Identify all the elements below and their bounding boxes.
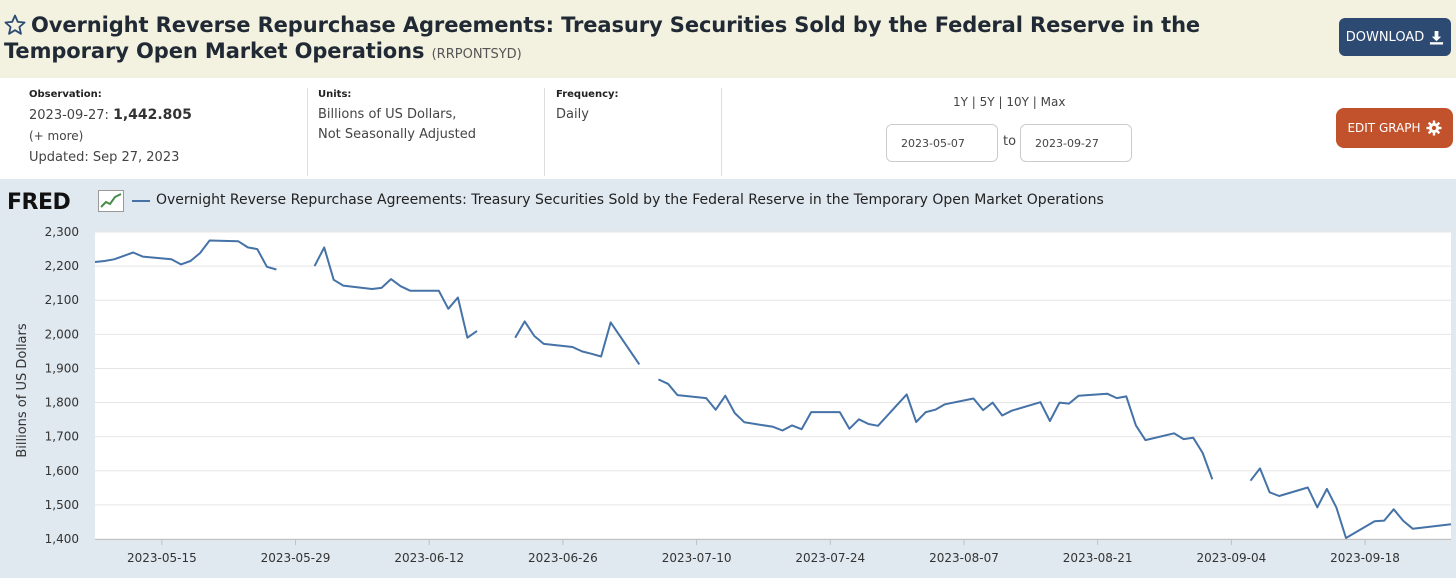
observation-value: 1,442.805 bbox=[113, 107, 192, 123]
x-tick-label: 2023-07-24 bbox=[795, 551, 865, 565]
y-tick-label: 2,100 bbox=[45, 293, 79, 307]
y-tick-label: 1,700 bbox=[45, 430, 79, 444]
separator: | bbox=[998, 95, 1003, 109]
download-button[interactable]: DOWNLOAD bbox=[1339, 18, 1451, 56]
x-tick-label: 2023-08-07 bbox=[929, 551, 999, 565]
legend-label: Overnight Reverse Repurchase Agreements:… bbox=[156, 192, 1104, 208]
y-tick-label: 2,000 bbox=[45, 327, 79, 341]
title-bar bbox=[0, 0, 1456, 78]
y-tick-label: 1,500 bbox=[45, 498, 79, 512]
frequency-label: Frequency: bbox=[556, 89, 619, 100]
units-line1: Billions of US Dollars, bbox=[318, 107, 457, 122]
y-tick-label: 1,800 bbox=[45, 396, 79, 410]
y-tick-label: 1,600 bbox=[45, 464, 79, 478]
range-1y-link[interactable]: 1Y bbox=[953, 95, 968, 109]
x-tick-label: 2023-09-18 bbox=[1330, 551, 1400, 565]
download-icon bbox=[1430, 30, 1444, 45]
to-label: to bbox=[1003, 134, 1017, 149]
x-tick-label: 2023-06-12 bbox=[394, 551, 464, 565]
observation-label: Observation: bbox=[29, 89, 102, 100]
x-tick-label: 2023-07-10 bbox=[662, 551, 732, 565]
series-line bbox=[1249, 467, 1452, 539]
separator: | bbox=[971, 95, 976, 109]
x-tick-label: 2023-09-04 bbox=[1196, 551, 1266, 565]
series-title: Overnight Reverse Repurchase Agreements:… bbox=[4, 13, 1201, 63]
series-line bbox=[657, 378, 1214, 480]
units-block: Units: Billions of US Dollars, Not Seaso… bbox=[318, 88, 476, 145]
download-label: DOWNLOAD bbox=[1345, 29, 1425, 45]
updated-date: Updated: Sep 27, 2023 bbox=[29, 150, 180, 165]
series-line bbox=[313, 246, 478, 339]
range-10y-link[interactable]: 10Y bbox=[1006, 95, 1029, 109]
series-line bbox=[94, 239, 277, 271]
start-date-input[interactable] bbox=[886, 124, 998, 162]
divider bbox=[721, 88, 722, 176]
divider bbox=[307, 88, 308, 176]
y-axis-label: Billions of US Dollars bbox=[15, 323, 30, 458]
x-tick-label: 2023-05-29 bbox=[261, 551, 331, 565]
trend-icon bbox=[98, 190, 124, 212]
legend-swatch bbox=[132, 200, 150, 202]
more-link[interactable]: (+ more) bbox=[29, 129, 84, 143]
series-line bbox=[514, 320, 641, 365]
observation-date: 2023-09-27: bbox=[29, 108, 109, 123]
x-tick-label: 2023-08-21 bbox=[1063, 551, 1133, 565]
page-title: Overnight Reverse Repurchase Agreements:… bbox=[4, 12, 1324, 68]
gear-icon bbox=[1426, 120, 1442, 136]
y-tick-label: 2,200 bbox=[45, 259, 79, 273]
edit-graph-label: EDIT GRAPH bbox=[1347, 121, 1421, 135]
x-tick-label: 2023-05-15 bbox=[127, 551, 197, 565]
plot-area bbox=[95, 232, 1451, 539]
units-line2: Not Seasonally Adjusted bbox=[318, 127, 476, 142]
separator: | bbox=[1032, 95, 1037, 109]
x-tick-label: 2023-06-26 bbox=[528, 551, 598, 565]
frequency-block: Frequency: Daily bbox=[556, 88, 619, 125]
divider bbox=[544, 88, 545, 176]
series-id: (RRPONTSYD) bbox=[431, 47, 522, 62]
end-date-input[interactable] bbox=[1020, 124, 1132, 162]
range-links: 1Y | 5Y | 10Y | Max bbox=[953, 95, 1065, 109]
edit-graph-button[interactable]: EDIT GRAPH bbox=[1336, 108, 1453, 148]
units-label: Units: bbox=[318, 89, 352, 100]
observation-block: Observation: 2023-09-27: 1,442.805 (+ mo… bbox=[29, 88, 192, 168]
frequency-value: Daily bbox=[556, 107, 589, 122]
range-5y-link[interactable]: 5Y bbox=[979, 95, 995, 109]
range-max-link[interactable]: Max bbox=[1040, 95, 1066, 109]
fred-logo: FRED bbox=[7, 190, 71, 215]
y-tick-label: 2,300 bbox=[45, 225, 79, 239]
y-tick-label: 1,400 bbox=[45, 532, 79, 546]
star-icon[interactable] bbox=[3, 13, 27, 37]
y-tick-label: 1,900 bbox=[45, 361, 79, 375]
